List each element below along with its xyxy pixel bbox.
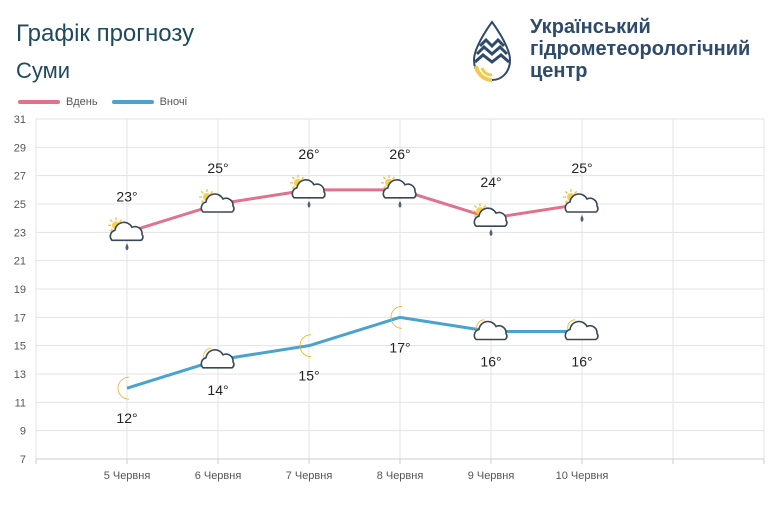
cloud-shape	[564, 320, 599, 341]
legend-label-night: Вночі	[159, 96, 188, 108]
cloud-shape	[291, 179, 326, 199]
sun-ray	[119, 219, 123, 223]
y-tick-label: 19	[14, 284, 26, 296]
cloud-shape	[109, 221, 144, 242]
legend-item-night[interactable]: Вночі	[111, 96, 188, 108]
rain-drop	[489, 229, 493, 237]
sun-ray	[382, 176, 386, 180]
sun-ray	[483, 205, 487, 209]
sun-ray	[301, 176, 305, 180]
data-label: 16°	[480, 354, 501, 370]
sun-ray	[210, 190, 214, 194]
moon-shape	[390, 305, 403, 329]
chart-legend: Вдень Вночі	[18, 94, 201, 110]
y-tick-label: 21	[14, 256, 26, 268]
y-tick-label: 31	[14, 114, 26, 126]
y-tick-label: 25	[14, 199, 26, 211]
y-tick-label: 9	[20, 426, 26, 438]
sun-ray	[109, 228, 113, 232]
x-tick-label: 8 Червня	[377, 470, 424, 482]
moon-shape	[117, 376, 130, 400]
rain-drop	[307, 200, 311, 208]
sun-ray	[291, 176, 295, 180]
cloud-shape	[564, 193, 599, 213]
sun-ray	[109, 219, 113, 223]
y-tick-label: 11	[15, 397, 26, 409]
sun-ray	[564, 200, 568, 204]
series-line-day	[126, 188, 583, 234]
y-tick-label: 7	[20, 454, 26, 466]
sun-ray	[392, 176, 396, 180]
x-tick-label: 6 Червня	[195, 470, 242, 482]
cloud-shape	[200, 349, 235, 369]
sun-cloud-rain-icon	[472, 203, 508, 237]
sun-ray	[564, 190, 568, 194]
cloud-shape	[200, 193, 235, 213]
data-label: 25°	[571, 160, 592, 176]
data-label: 26°	[298, 146, 319, 162]
chart-grid	[35, 118, 765, 464]
y-tick-label: 29	[14, 142, 26, 154]
data-label: 25°	[207, 160, 228, 176]
cloud-shape	[473, 207, 508, 227]
cloud-shape	[382, 179, 417, 199]
data-label: 17°	[389, 339, 410, 355]
y-tick-label: 15	[14, 341, 26, 353]
organization-name: Український гідрометеорологічний центр	[530, 16, 751, 82]
moon-icon	[117, 376, 130, 400]
legend-item-day[interactable]: Вдень	[18, 96, 98, 108]
city-name: Суми	[16, 58, 71, 83]
x-tick-label: 10 Червня	[556, 470, 609, 482]
sun-cloud-rain-icon	[563, 189, 599, 222]
moon-cloud-icon	[564, 319, 599, 341]
legend-swatch-night	[111, 100, 154, 104]
moon-icon	[299, 334, 312, 358]
sun-ray	[291, 185, 295, 189]
rain-drop	[125, 243, 129, 251]
data-label: 16°	[571, 354, 592, 370]
legend-swatch-day	[18, 100, 60, 104]
x-tick-label: 9 Червня	[468, 470, 515, 482]
cloud-shape	[473, 320, 508, 341]
moon-cloud-icon	[473, 319, 508, 341]
data-label: 23°	[116, 188, 137, 204]
sun-cloud-rain-icon	[381, 174, 417, 208]
sun-cloud-rain-icon	[290, 174, 326, 208]
y-tick-label: 27	[14, 171, 26, 183]
legend-label-day: Вдень	[66, 96, 98, 108]
sun-ray	[200, 190, 204, 194]
y-tick-label: 17	[14, 312, 26, 324]
chart-title: Графік прогнозу	[16, 20, 195, 47]
x-tick-label: 7 Червня	[286, 470, 333, 482]
x-tick-label: 5 Червня	[104, 470, 151, 482]
sun-ray	[382, 185, 386, 189]
droplet-logo-icon	[472, 20, 512, 82]
rain-drop	[580, 215, 584, 222]
data-label: 24°	[480, 174, 501, 190]
sun-cloud-icon	[199, 189, 235, 213]
rain-drop	[398, 200, 402, 208]
sun-ray	[200, 200, 204, 204]
data-label: 26°	[389, 146, 410, 162]
data-label: 14°	[207, 382, 228, 398]
organization-brand[interactable]: Український гідрометеорологічний центр	[468, 16, 768, 86]
sun-cloud-rain-icon	[108, 217, 144, 251]
y-tick-label: 23	[14, 227, 26, 239]
sun-ray	[473, 214, 477, 218]
sun-ray	[574, 190, 578, 194]
series-line-night	[126, 315, 582, 390]
y-tick-label: 13	[14, 369, 26, 381]
sun-ray	[473, 205, 477, 209]
moon-icon	[390, 305, 403, 329]
moon-shape	[299, 334, 312, 358]
data-label: 15°	[298, 368, 319, 384]
moon-cloud-icon	[200, 347, 235, 369]
data-label: 12°	[116, 410, 137, 426]
